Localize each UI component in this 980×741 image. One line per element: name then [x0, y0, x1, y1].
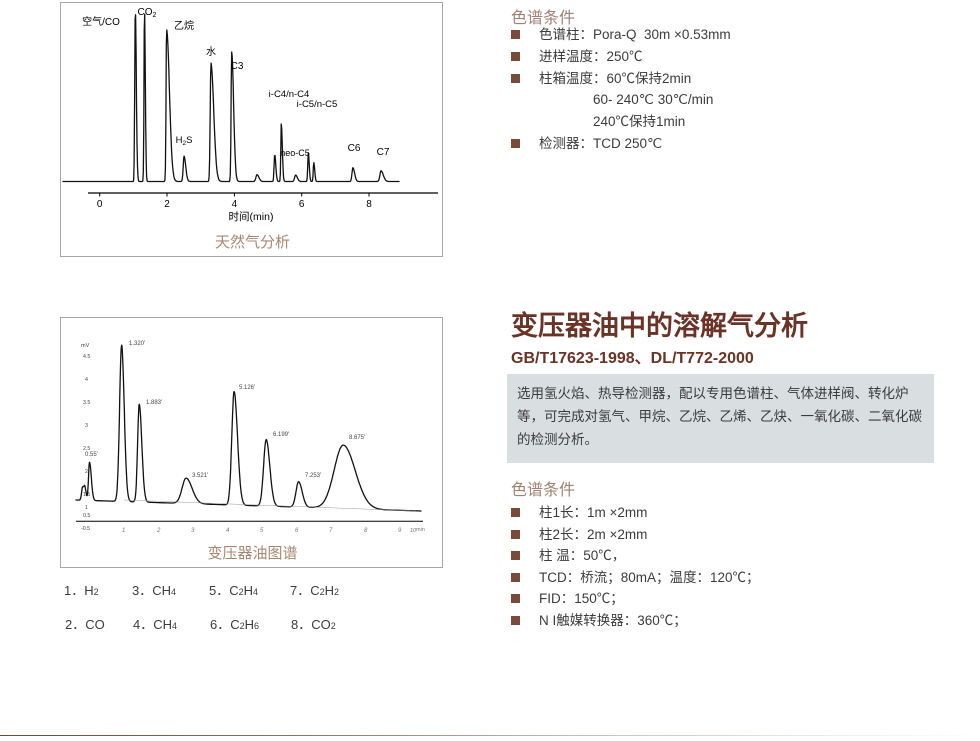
svg-text:0.5: 0.5: [83, 513, 90, 519]
svg-text:1: 1: [85, 505, 88, 511]
svg-text:3: 3: [191, 528, 195, 534]
svg-text:7.253': 7.253': [305, 473, 321, 479]
svg-text:4: 4: [226, 528, 230, 534]
svg-text:C3: C3: [231, 61, 244, 72]
svg-text:3.521': 3.521': [192, 473, 208, 479]
svg-text:C6: C6: [348, 143, 361, 154]
svg-text:6: 6: [299, 199, 305, 210]
svg-text:时间(min): 时间(min): [229, 210, 274, 223]
svg-text:2: 2: [156, 528, 161, 534]
svg-text:C7: C7: [377, 147, 390, 158]
svg-text:0.55': 0.55': [85, 452, 98, 458]
svg-text:neo-C5: neo-C5: [280, 148, 310, 158]
svg-text:0: 0: [97, 199, 103, 210]
svg-text:1.320': 1.320': [129, 341, 145, 347]
svg-text:1: 1: [122, 528, 125, 534]
svg-text:H2S: H2S: [176, 135, 193, 147]
svg-text:2: 2: [85, 469, 88, 475]
svg-text:5: 5: [260, 528, 264, 534]
svg-text:4.5: 4.5: [83, 354, 90, 360]
svg-text:1.883': 1.883': [146, 400, 162, 406]
svg-text:4: 4: [232, 199, 238, 210]
svg-text:水: 水: [206, 46, 216, 58]
svg-text:8: 8: [364, 528, 368, 534]
svg-text:2: 2: [164, 199, 170, 210]
svg-text:8: 8: [366, 199, 372, 210]
svg-text:8.675': 8.675': [349, 435, 365, 441]
svg-text:CO2: CO2: [138, 7, 157, 19]
svg-text:3: 3: [85, 423, 88, 429]
svg-text:7: 7: [329, 528, 333, 534]
svg-text:9: 9: [398, 528, 402, 534]
svg-text:min: min: [416, 527, 425, 533]
svg-text:3.5: 3.5: [83, 400, 90, 406]
svg-text:6.199': 6.199': [273, 432, 289, 438]
svg-text:4: 4: [85, 377, 88, 383]
svg-text:乙烷: 乙烷: [174, 19, 194, 32]
svg-text:i-C5/n-C5: i-C5/n-C5: [297, 99, 338, 110]
svg-text:-0.5: -0.5: [81, 526, 90, 532]
svg-text:6: 6: [295, 528, 299, 534]
svg-text:mV: mV: [81, 343, 90, 349]
svg-text:5.126': 5.126': [239, 385, 255, 391]
svg-text:空气/CO: 空气/CO: [82, 15, 120, 28]
